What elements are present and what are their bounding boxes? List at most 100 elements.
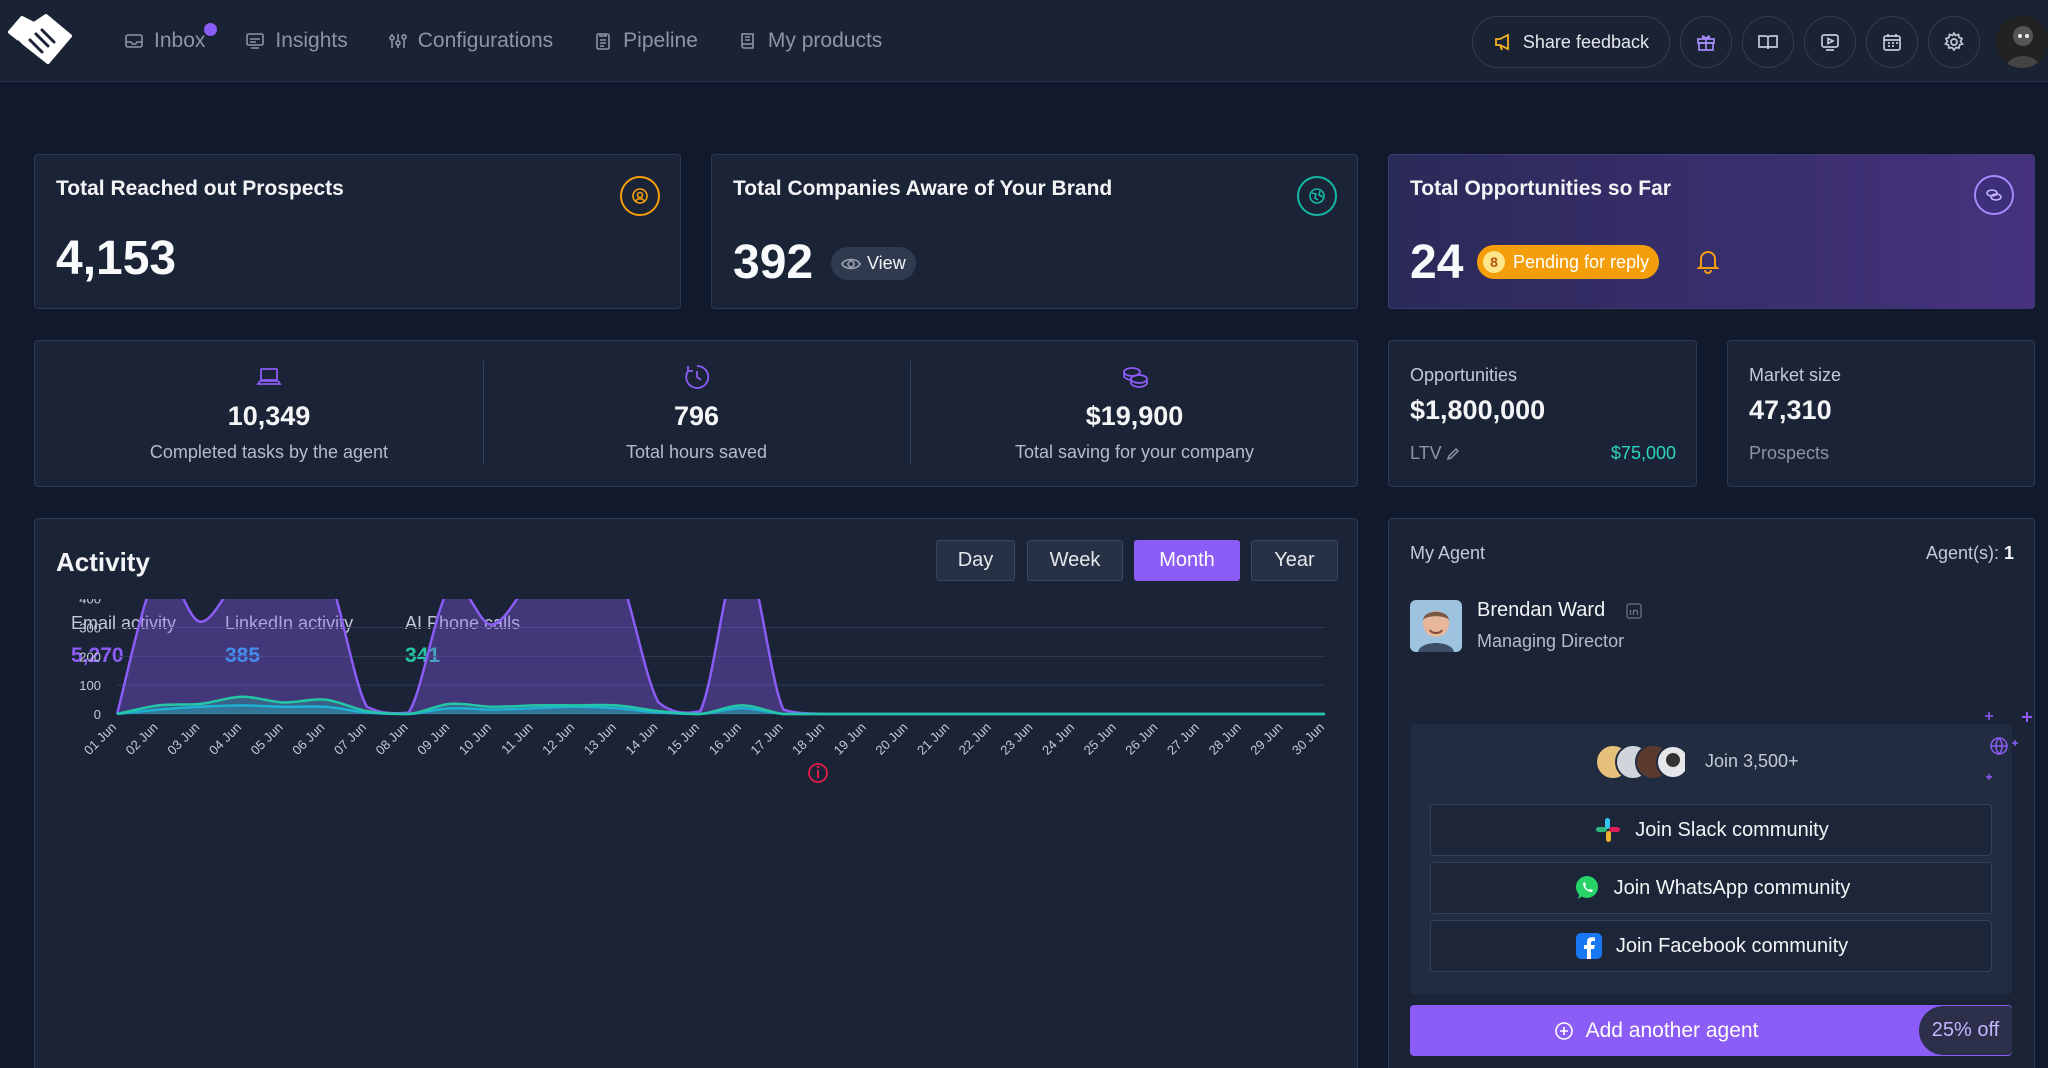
activity-card: Activity Day Week Month Year Email activ…	[34, 518, 1358, 1068]
agent-name: Brendan Ward	[1477, 599, 1606, 621]
my-agent-card: My Agent Agent(s): 1 Brendan Ward Managi…	[1388, 518, 2035, 1068]
pencil-icon[interactable]	[1446, 447, 1460, 461]
stat-value: $19,900	[1085, 401, 1184, 431]
companies-value: 392	[733, 236, 814, 289]
info-icon[interactable]	[808, 763, 828, 783]
y-tick-label: 0	[94, 707, 101, 722]
user-avatar[interactable]	[1996, 16, 2048, 68]
x-tick-label: 06 Jun	[289, 720, 327, 758]
settings-button[interactable]	[1928, 16, 1980, 68]
nav-label: Pipeline	[623, 29, 698, 52]
calendar-icon	[1883, 34, 1901, 51]
nav-item-pipeline[interactable]: Pipeline	[593, 29, 698, 53]
laptop-icon	[256, 368, 282, 385]
pending-badge[interactable]: 8 Pending for reply	[1477, 245, 1660, 279]
x-tick-label: 28 Jun	[1206, 720, 1244, 758]
notification-dot	[204, 23, 218, 36]
agent-count-label: Agent(s):	[1925, 543, 1999, 563]
x-tick-label: 11 Jun	[498, 720, 536, 758]
ltv-label-group: LTV	[1410, 443, 1460, 464]
add-agent-label: Add another agent	[1585, 1018, 1759, 1042]
x-tick-label: 20 Jun	[872, 720, 910, 758]
video-button[interactable]	[1804, 16, 1856, 68]
x-tick-label: 12 Jun	[539, 720, 577, 758]
x-tick-label: 15 Jun	[664, 720, 702, 758]
view-label: View	[867, 253, 906, 273]
prospects-value: 4,153	[56, 232, 177, 285]
docs-button[interactable]	[1742, 16, 1794, 68]
share-feedback-button[interactable]: Share feedback	[1471, 16, 1670, 68]
bell-icon[interactable]	[1694, 247, 1722, 275]
agent-role: Managing Director	[1477, 631, 1625, 651]
market-sub: Prospects	[1749, 443, 1830, 463]
book-icon	[741, 33, 754, 49]
join-facebook-button[interactable]: Join Facebook community	[1430, 920, 1992, 972]
pending-count: 8	[1483, 251, 1505, 273]
stat-label: Total hours saved	[625, 442, 768, 462]
nav-item-insights[interactable]: Insights	[245, 29, 348, 53]
period-day-button[interactable]: Day	[936, 540, 1015, 581]
slack-icon	[1596, 818, 1621, 842]
join-slack-button[interactable]: Join Slack community	[1430, 804, 1992, 856]
pending-label: Pending for reply	[1513, 251, 1650, 272]
market-value: 47,310	[1749, 395, 1832, 425]
globe-sparkle-icon	[1985, 712, 2032, 780]
user-circle-icon	[620, 176, 660, 216]
y-tick-label: 400	[79, 599, 101, 607]
agent-stats-card: 10,349 Completed tasks by the agent 796 …	[34, 340, 1358, 487]
nav-item-configurations[interactable]: Configurations	[388, 29, 553, 53]
opportunities-value-card: Opportunities $1,800,000 LTV $75,000	[1388, 340, 1697, 487]
join-slack-label: Join Slack community	[1635, 818, 1829, 841]
view-button[interactable]: View	[831, 247, 916, 280]
stat-value: 796	[673, 401, 720, 431]
period-year-button[interactable]: Year	[1251, 540, 1338, 581]
x-tick-label: 03 Jun	[164, 720, 202, 758]
divider	[483, 361, 484, 465]
period-month-button[interactable]: Month	[1134, 540, 1240, 581]
stat-saving: $19,900 Total saving for your company	[910, 341, 1359, 487]
discount-badge: 25% off	[1919, 1006, 2012, 1055]
calendar-button[interactable]	[1866, 16, 1918, 68]
nav-label: My products	[767, 29, 883, 52]
opportunities-amount: $1,800,000	[1410, 395, 1546, 425]
nav-item-my-products[interactable]: My products	[738, 29, 882, 53]
market-label: Market size	[1749, 365, 1842, 385]
x-tick-label: 21 Jun	[914, 720, 952, 758]
megaphone-icon	[1495, 33, 1509, 51]
card-title: Total Reached out Prospects	[56, 177, 344, 200]
toolbar: Share feedback	[1471, 16, 2048, 68]
x-tick-label: 22 Jun	[956, 720, 994, 758]
x-tick-label: 24 Jun	[1039, 720, 1077, 758]
nav-item-inbox[interactable]: Inbox	[124, 23, 218, 53]
add-agent-button[interactable]: Add another agent	[1410, 1005, 2012, 1056]
x-tick-label: 07 Jun	[331, 720, 369, 758]
x-tick-label: 26 Jun	[1122, 720, 1160, 758]
top-bar: Inbox Insights Configurations Pipeline M…	[0, 0, 2048, 82]
nav-label: Inbox	[154, 29, 206, 52]
agent-avatar[interactable]	[1410, 600, 1462, 652]
nav-label: Configurations	[417, 29, 554, 52]
clipboard-icon	[596, 33, 610, 50]
y-tick-label: 300	[79, 621, 101, 636]
series-area	[117, 599, 1325, 714]
join-whatsapp-label: Join WhatsApp community	[1613, 876, 1851, 899]
x-tick-label: 04 Jun	[206, 720, 244, 758]
x-tick-label: 09 Jun	[414, 720, 452, 758]
handshake-logo-icon[interactable]	[0, 0, 90, 82]
x-tick-label: 18 Jun	[789, 720, 827, 758]
gift-button[interactable]	[1680, 16, 1732, 68]
prospects-card: Total Reached out Prospects 4,153	[34, 154, 681, 309]
whatsapp-icon	[1575, 876, 1598, 899]
gear-icon	[1944, 31, 1964, 52]
period-week-button[interactable]: Week	[1027, 540, 1123, 581]
linkedin-icon[interactable]	[1626, 603, 1642, 619]
gift-icon	[1697, 35, 1715, 51]
join-whatsapp-button[interactable]: Join WhatsApp community	[1430, 862, 1992, 914]
opportunities-card: Total Opportunities so Far 24 8 Pending …	[1388, 154, 2035, 309]
x-tick-label: 23 Jun	[997, 720, 1035, 758]
stat-value: 10,349	[227, 401, 311, 431]
ltv-label: LTV	[1410, 443, 1442, 463]
open-book-icon	[1758, 35, 1778, 50]
series-line	[116, 695, 1325, 716]
